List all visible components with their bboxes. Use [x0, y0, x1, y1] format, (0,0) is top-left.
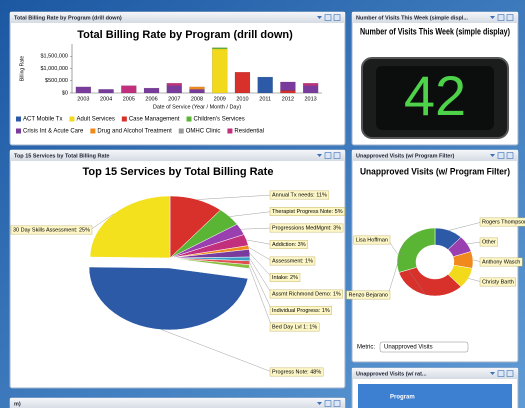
view-button[interactable] — [498, 15, 504, 21]
legend-label: OMHC Clinic — [186, 129, 221, 135]
slice-label: Assmt Richmond Demo: 1% — [272, 291, 341, 297]
bar-segment — [190, 87, 205, 89]
legend-swatch — [227, 129, 232, 134]
panel-header-title: Number of Visits This Week (simple displ… — [356, 15, 468, 21]
legend-label: Adult Services — [76, 117, 114, 123]
max-button[interactable] — [334, 401, 340, 407]
x-tick-label: 2010 — [236, 96, 248, 102]
bar-segment — [167, 83, 182, 85]
max-button[interactable] — [334, 153, 340, 159]
slice-label: Anthony Wasch — [482, 259, 520, 265]
max-button[interactable] — [507, 15, 513, 21]
bar-segment — [167, 86, 182, 93]
legend-swatch — [187, 117, 192, 122]
legend-label: Children's Services — [194, 117, 245, 123]
bar-segment — [76, 87, 91, 93]
view-button[interactable] — [325, 401, 331, 407]
chart-title: Total Billing Rate by Program (drill dow… — [77, 29, 293, 41]
display-value: 42 — [404, 64, 466, 127]
x-tick-label: 2003 — [77, 96, 89, 102]
bar-segment — [258, 77, 273, 93]
x-axis-label: Date of Service (Year / Month / Day) — [153, 104, 241, 110]
x-tick-label: 2005 — [123, 96, 135, 102]
slice-label: Progress Note: 48% — [272, 369, 321, 375]
x-tick-label: 2011 — [259, 96, 271, 102]
program-button[interactable] — [358, 384, 512, 408]
metric-selected[interactable]: Unapproved Visits — [384, 345, 433, 351]
y-tick-label: $500,000 — [45, 78, 68, 84]
x-tick-label: 2012 — [282, 96, 294, 102]
slice-label: Bed Day Lvl 1: 1% — [272, 324, 317, 330]
bar-segment — [144, 88, 159, 93]
display-title: Number of Visits This Week (simple displ… — [360, 27, 510, 38]
slice-label: Christy Barth — [482, 279, 514, 285]
slice-label: Therapist Progress Note: 5% — [272, 209, 343, 215]
bar-segment — [280, 82, 295, 91]
slice-label: Lisa Hoffman — [356, 237, 388, 243]
max-button[interactable] — [507, 153, 513, 159]
y-axis-label: Billing Rate — [19, 56, 25, 82]
bar-segment — [303, 83, 318, 85]
panel-header-title: m) — [14, 401, 21, 407]
slice-label: 30 Day Skills Assessment: 25% — [13, 227, 90, 233]
legend-label: Case Management — [129, 117, 180, 123]
panel — [352, 150, 518, 362]
panel-header-title: Unapproved Visits (w/ rat... — [356, 371, 427, 377]
slice-label: Addiction: 3% — [272, 242, 306, 248]
chart-title: Unapproved Visits (w/ Program Filter) — [360, 166, 510, 176]
slice-label: Annual Tx needs: 11% — [272, 192, 327, 198]
chart-title: Top 15 Services by Total Billing Rate — [83, 166, 274, 178]
legend-swatch — [69, 117, 74, 122]
view-button[interactable] — [325, 153, 331, 159]
slice-label: Renzo Bejarano — [349, 292, 388, 298]
x-tick-label: 2008 — [191, 96, 203, 102]
legend-swatch — [16, 129, 21, 134]
bar-segment — [235, 72, 250, 93]
legend-label: Residential — [234, 129, 264, 135]
x-tick-label: 2006 — [145, 96, 157, 102]
max-button[interactable] — [507, 371, 513, 377]
y-tick-label: $0 — [62, 90, 68, 96]
legend-swatch — [179, 129, 184, 134]
bar-segment — [303, 86, 318, 93]
program-button-label[interactable]: Program — [390, 395, 415, 401]
panel-header — [10, 398, 345, 408]
legend-label: ACT Mobile Tx — [23, 117, 62, 123]
bar-segment — [190, 89, 205, 93]
max-button[interactable] — [334, 15, 340, 21]
x-tick-label: 2009 — [214, 96, 226, 102]
legend-swatch — [90, 129, 95, 134]
panel-header-title: Top 15 Services by Total Billing Rate — [14, 153, 109, 159]
view-button[interactable] — [498, 371, 504, 377]
slice-label: Progressions MedMgmt: 3% — [272, 225, 341, 231]
legend-label: Drug and Alcohol Treatment — [97, 129, 172, 135]
y-tick-label: $1,000,000 — [40, 66, 68, 72]
bar-segment — [99, 89, 114, 93]
slice-label: Assessment: 1% — [272, 258, 313, 264]
x-tick-label: 2004 — [100, 96, 112, 102]
legend-swatch — [16, 117, 21, 122]
slice-label: Rogers Thompson — [482, 219, 525, 225]
x-tick-label: 2007 — [168, 96, 180, 102]
panel-header-title: Total Billing Rate by Program (drill dow… — [14, 15, 122, 21]
panel-header-title: Unapproved Visits (w/ Program Filter) — [356, 153, 454, 159]
y-tick-label: $1,500,000 — [40, 54, 68, 60]
legend-label: Crisis Int & Acute Care — [23, 129, 84, 135]
slice-label: Individual Progress: 1% — [272, 308, 330, 314]
slice-label: Intake: 2% — [272, 275, 298, 281]
legend-swatch — [122, 117, 127, 122]
view-button[interactable] — [498, 153, 504, 159]
x-tick-label: 2013 — [305, 96, 317, 102]
view-button[interactable] — [325, 15, 331, 21]
metric-label: Metric: — [357, 345, 375, 351]
bar-segment — [280, 91, 295, 93]
bar-segment — [212, 49, 227, 93]
slice-label: Other — [482, 239, 496, 245]
bar-segment — [121, 86, 136, 93]
bar-segment — [212, 48, 227, 49]
dashboard: Total Billing Rate by Program (drill dow… — [0, 0, 525, 408]
